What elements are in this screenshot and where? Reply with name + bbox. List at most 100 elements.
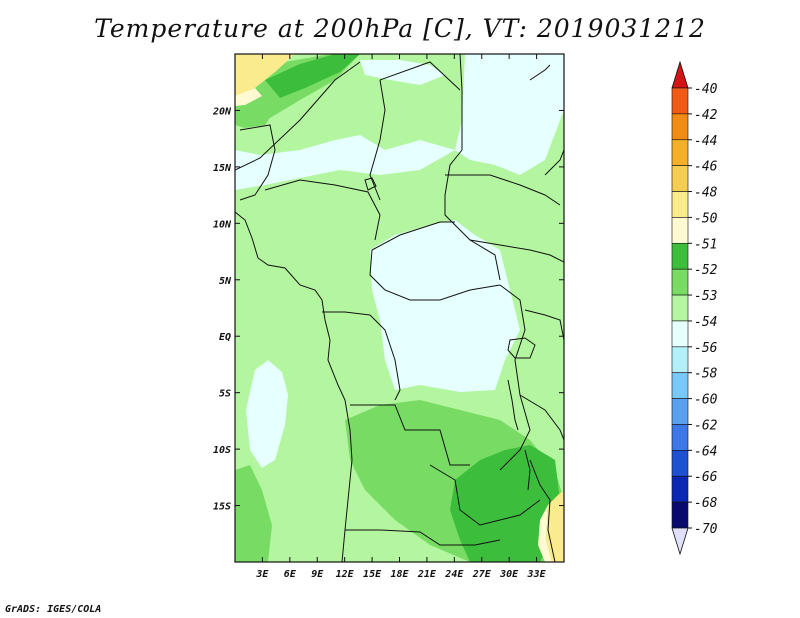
lon-tick-label: 21E xyxy=(417,569,437,580)
border-mali-algeria xyxy=(235,61,361,171)
lon-tick-label: 15E xyxy=(363,569,382,580)
border-congo-drc xyxy=(369,314,401,401)
colorbar-label: -60 xyxy=(694,393,718,408)
temperature-field xyxy=(235,54,564,562)
colorbar-label: -66 xyxy=(694,470,718,485)
country-borders xyxy=(235,54,564,562)
lat-tick-label: 10S xyxy=(213,445,231,456)
colorbar-label: -42 xyxy=(694,108,718,123)
colorbar-label: -64 xyxy=(694,444,717,459)
colorbar-label: -62 xyxy=(694,418,718,433)
lat-tick-label: 15S xyxy=(213,502,231,513)
grads-credit: GrADS: IGES/COLA xyxy=(5,604,102,615)
colorbar-label: -54 xyxy=(694,315,717,330)
border-uganda-kenya xyxy=(524,309,564,341)
colorbar-label: -70 xyxy=(694,522,718,537)
colorbar-label: -40 xyxy=(694,82,718,97)
colorbar-label: -51 xyxy=(694,237,717,252)
colorbar-swatch xyxy=(671,268,689,296)
border-drc-east xyxy=(499,284,531,471)
field-region-51-northwest xyxy=(235,88,262,106)
border-cameroon-gabon xyxy=(322,311,371,316)
field-region-56-central xyxy=(370,220,520,392)
border-chad-car xyxy=(371,221,455,251)
lake-victoria xyxy=(507,337,536,359)
lat-tick-label: 10N xyxy=(213,219,232,230)
colorbar-swatch xyxy=(671,191,689,218)
colorbar-swatch xyxy=(671,424,689,451)
lon-tick-label: 6E xyxy=(284,569,297,580)
colorbar-label: -44 xyxy=(694,134,717,149)
border-red-sea xyxy=(529,64,564,176)
border-namibia xyxy=(345,529,501,546)
colorbar-swatch xyxy=(671,87,689,115)
colorbar-swatch xyxy=(671,398,689,425)
colorbar-label: -48 xyxy=(694,186,718,201)
colorbar-swatch xyxy=(671,242,689,270)
lat-tick-label: 5N xyxy=(219,276,232,287)
field-region-50-southeast xyxy=(546,490,564,562)
lat-tick-labels: 20N 15N 10N 5N EQ 5S 10S 15S xyxy=(212,106,232,512)
border-chad-niger-libya xyxy=(379,61,461,91)
border-south-sudan xyxy=(469,239,564,263)
field-region-53-sw-coast xyxy=(235,465,272,562)
lon-tick-label: 33E xyxy=(527,569,547,580)
colorbar-swatch xyxy=(671,501,689,529)
colorbar-swatch xyxy=(671,294,689,322)
colorbar-label: -53 xyxy=(694,289,717,304)
lon-ticks xyxy=(261,54,538,562)
colorbar-label: -68 xyxy=(694,496,718,511)
colorbar-swatch xyxy=(671,372,689,399)
border-chad-sudan xyxy=(444,149,501,281)
colorbar-label: -56 xyxy=(694,341,718,356)
field-region-51-southeast xyxy=(538,505,552,562)
field-region-56-northwest xyxy=(360,60,445,85)
lon-tick-label: 30E xyxy=(499,569,519,580)
colorbar-swatch xyxy=(671,165,689,192)
border-angola-zambia xyxy=(429,464,541,526)
colorbar: -40 -42 -44 -46 -48 -50 -51 -52 -53 -54 -56 -58 -60 -… xyxy=(671,60,718,556)
lon-tick-labels: 3E 6E 9E 12E 15E 18E 21E 24E 27E 30E 33E xyxy=(255,569,546,580)
lon-tick-label: 27E xyxy=(472,569,492,580)
lake-malawi xyxy=(524,449,531,491)
border-car-congo xyxy=(369,249,501,301)
colorbar-label: -50 xyxy=(694,211,718,226)
field-region-50-northwest xyxy=(235,54,295,96)
coastline-west-africa xyxy=(235,211,353,562)
field-region-56-sahel xyxy=(235,135,455,190)
lon-tick-label: 18E xyxy=(390,569,409,580)
lat-tick-label: 5S xyxy=(219,389,231,400)
lat-tick-label: EQ xyxy=(219,332,231,343)
field-region-56-west xyxy=(246,360,288,468)
lake-chad xyxy=(364,177,377,191)
border-libya-egypt xyxy=(459,54,463,150)
lat-ticks xyxy=(235,109,564,507)
lon-tick-label: 12E xyxy=(336,569,355,580)
colorbar-swatch xyxy=(671,217,689,244)
lake-tanganyika xyxy=(507,379,519,431)
border-ethiopia xyxy=(445,174,561,206)
lat-tick-label: 20N xyxy=(212,106,232,117)
lon-tick-label: 9E xyxy=(311,569,324,580)
lat-tick-label: 15N xyxy=(213,163,232,174)
colorbar-swatch xyxy=(671,139,689,166)
colorbar-swatch xyxy=(671,346,689,374)
colorbar-swatch xyxy=(671,113,689,141)
lakes xyxy=(364,177,536,491)
lon-tick-label: 3E xyxy=(255,569,269,580)
lon-tick-label: 24E xyxy=(444,569,464,580)
field-region-52-north xyxy=(265,54,360,98)
border-mozambique xyxy=(529,459,556,562)
border-niger-chad xyxy=(369,79,386,201)
border-niger-nigeria xyxy=(264,179,381,241)
colorbar-swatch xyxy=(671,320,689,348)
colorbar-label: -52 xyxy=(694,263,718,278)
border-drc-angola xyxy=(350,404,470,466)
colorbar-top-arrow xyxy=(671,60,689,89)
map-title: Temperature at 200hPa [C], VT: 201903121… xyxy=(94,14,706,43)
colorbar-swatch xyxy=(671,450,689,477)
border-tanzania xyxy=(519,394,564,441)
colorbar-bottom-arrow xyxy=(671,527,689,556)
field-region-53-northwest-belt xyxy=(235,102,275,128)
